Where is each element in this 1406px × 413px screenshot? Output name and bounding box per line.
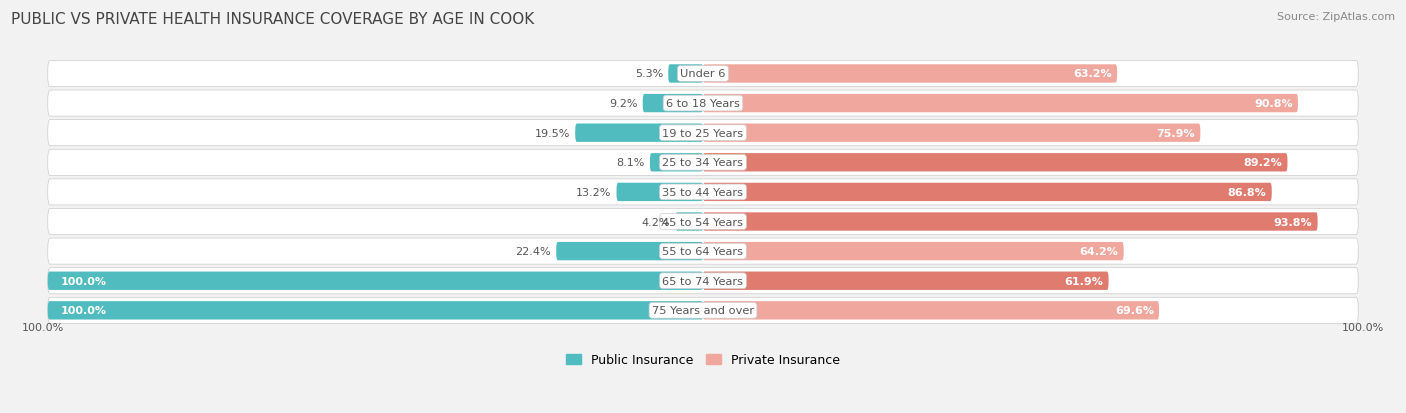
FancyBboxPatch shape (48, 120, 1358, 146)
FancyBboxPatch shape (48, 209, 1358, 235)
Text: 19 to 25 Years: 19 to 25 Years (662, 128, 744, 138)
FancyBboxPatch shape (616, 183, 703, 202)
Text: 19.5%: 19.5% (534, 128, 569, 138)
Text: 13.2%: 13.2% (576, 188, 612, 197)
Text: 100.0%: 100.0% (60, 276, 107, 286)
FancyBboxPatch shape (48, 268, 1358, 294)
Text: PUBLIC VS PRIVATE HEALTH INSURANCE COVERAGE BY AGE IN COOK: PUBLIC VS PRIVATE HEALTH INSURANCE COVER… (11, 12, 534, 27)
Text: 64.2%: 64.2% (1080, 247, 1118, 256)
Text: 25 to 34 Years: 25 to 34 Years (662, 158, 744, 168)
FancyBboxPatch shape (557, 242, 703, 261)
Text: 9.2%: 9.2% (609, 99, 637, 109)
Text: 69.6%: 69.6% (1115, 306, 1154, 316)
Text: 8.1%: 8.1% (616, 158, 645, 168)
Text: 5.3%: 5.3% (634, 69, 664, 79)
FancyBboxPatch shape (48, 272, 703, 290)
Text: 75 Years and over: 75 Years and over (652, 306, 754, 316)
FancyBboxPatch shape (48, 150, 1358, 176)
FancyBboxPatch shape (48, 61, 1358, 87)
Text: 86.8%: 86.8% (1227, 188, 1267, 197)
Text: 75.9%: 75.9% (1157, 128, 1195, 138)
Text: 63.2%: 63.2% (1073, 69, 1112, 79)
Text: Source: ZipAtlas.com: Source: ZipAtlas.com (1277, 12, 1395, 22)
FancyBboxPatch shape (650, 154, 703, 172)
FancyBboxPatch shape (668, 65, 703, 83)
Text: 6 to 18 Years: 6 to 18 Years (666, 99, 740, 109)
FancyBboxPatch shape (703, 242, 1123, 261)
Text: 100.0%: 100.0% (21, 322, 63, 332)
FancyBboxPatch shape (703, 301, 1159, 320)
Text: 65 to 74 Years: 65 to 74 Years (662, 276, 744, 286)
FancyBboxPatch shape (703, 183, 1272, 202)
FancyBboxPatch shape (703, 95, 1298, 113)
Text: 90.8%: 90.8% (1254, 99, 1292, 109)
FancyBboxPatch shape (48, 298, 1358, 323)
Text: 93.8%: 93.8% (1274, 217, 1312, 227)
Text: 35 to 44 Years: 35 to 44 Years (662, 188, 744, 197)
Legend: Public Insurance, Private Insurance: Public Insurance, Private Insurance (561, 349, 845, 371)
FancyBboxPatch shape (703, 154, 1288, 172)
FancyBboxPatch shape (675, 213, 703, 231)
FancyBboxPatch shape (703, 124, 1201, 142)
FancyBboxPatch shape (643, 95, 703, 113)
FancyBboxPatch shape (48, 91, 1358, 117)
Text: 22.4%: 22.4% (516, 247, 551, 256)
FancyBboxPatch shape (703, 213, 1317, 231)
FancyBboxPatch shape (48, 179, 1358, 205)
FancyBboxPatch shape (703, 65, 1118, 83)
Text: 100.0%: 100.0% (1343, 322, 1385, 332)
Text: 45 to 54 Years: 45 to 54 Years (662, 217, 744, 227)
FancyBboxPatch shape (48, 301, 703, 320)
Text: 61.9%: 61.9% (1064, 276, 1104, 286)
FancyBboxPatch shape (575, 124, 703, 142)
Text: 55 to 64 Years: 55 to 64 Years (662, 247, 744, 256)
Text: 100.0%: 100.0% (60, 306, 107, 316)
Text: 89.2%: 89.2% (1243, 158, 1282, 168)
Text: Under 6: Under 6 (681, 69, 725, 79)
FancyBboxPatch shape (703, 272, 1108, 290)
Text: 4.2%: 4.2% (641, 217, 671, 227)
FancyBboxPatch shape (48, 239, 1358, 264)
